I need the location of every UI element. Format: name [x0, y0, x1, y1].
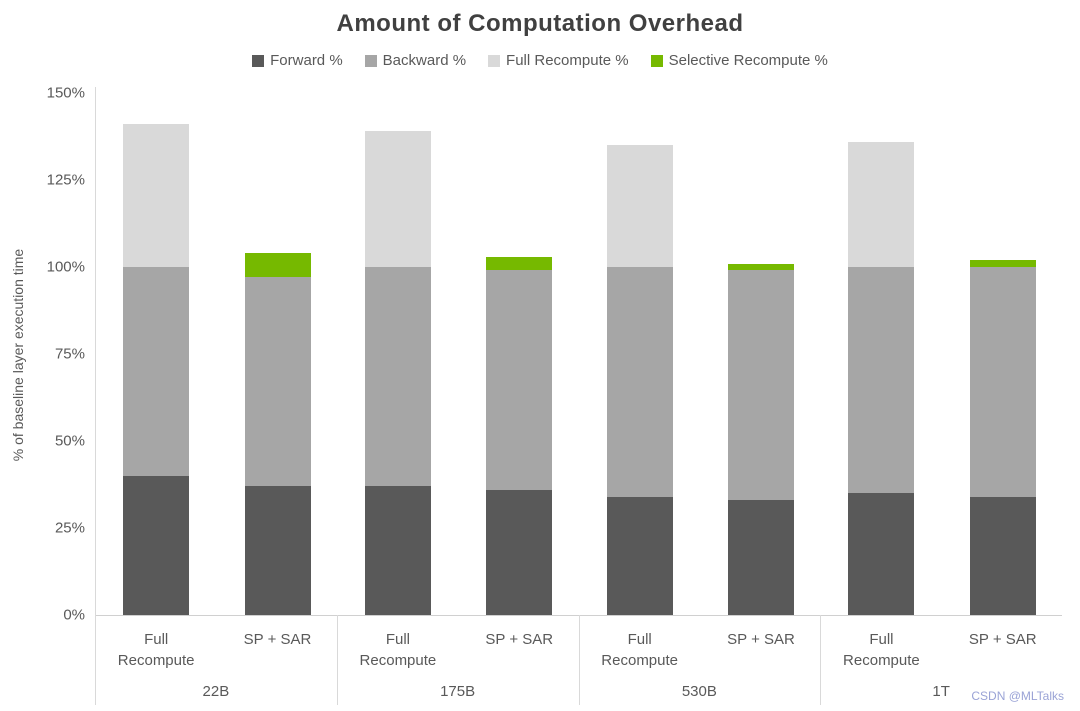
- x-axis-bar-label: SP + SAR: [485, 631, 554, 648]
- bar-175b-sp-sar: [486, 256, 553, 615]
- legend-swatch-selective_recompute: [650, 54, 663, 67]
- y-tick-label: 0%: [63, 606, 85, 624]
- segment-backward: [969, 267, 1036, 497]
- x-axis-bar-label: SP + SAR: [243, 631, 312, 648]
- y-tick-label: 50%: [54, 432, 85, 450]
- bar-1t-full-recompute: [848, 141, 915, 615]
- bar-22b-full-recompute: [123, 124, 190, 615]
- segment-full_recompute: [606, 145, 673, 267]
- segment-backward: [848, 267, 915, 494]
- y-axis-title: % of baseline layer execution time: [10, 248, 26, 462]
- y-axis-line: [95, 87, 96, 705]
- x-axis-group-label: 175B: [440, 683, 476, 700]
- bar-22b-sp-sar: [244, 253, 311, 615]
- group-separator: [820, 615, 822, 705]
- segment-backward: [486, 270, 553, 490]
- x-axis-bar-label: SP + SAR: [968, 631, 1037, 648]
- segment-backward: [606, 267, 673, 497]
- segment-selective_recompute: [244, 253, 311, 278]
- y-tick-label: 25%: [54, 519, 85, 537]
- bar-1t-sp-sar: [969, 260, 1036, 615]
- segment-selective_recompute: [969, 260, 1036, 267]
- x-axis-bar-label: Full Recompute: [359, 631, 437, 669]
- bar-530b-full-recompute: [606, 145, 673, 615]
- legend-swatch-backward: [364, 54, 377, 67]
- legend-item-full_recompute: Full Recompute %: [488, 52, 629, 69]
- segment-full_recompute: [123, 124, 190, 267]
- segment-forward: [364, 486, 431, 615]
- x-axis-bar-label: SP + SAR: [727, 631, 795, 648]
- x-axis-bar-label: Full Recompute: [843, 631, 920, 669]
- segment-forward: [123, 475, 190, 615]
- x-axis-bar-label: Full Recompute: [117, 631, 195, 669]
- y-tick-label: 75%: [54, 345, 85, 363]
- legend-item-backward: Backward %: [364, 52, 467, 69]
- legend-label-full_recompute: Full Recompute %: [506, 52, 629, 69]
- legend-label-selective_recompute: Selective Recompute %: [668, 52, 828, 69]
- segment-full_recompute: [364, 131, 431, 267]
- segment-forward: [728, 500, 795, 615]
- bar-175b-full-recompute: [364, 131, 431, 615]
- segment-selective_recompute: [728, 263, 795, 271]
- x-axis-group-label: 22B: [202, 683, 230, 700]
- legend-item-selective_recompute: Selective Recompute %: [650, 52, 828, 69]
- segment-backward: [123, 267, 190, 476]
- legend: Forward % Backward % Full Recompute % Selec…: [0, 52, 1080, 69]
- x-axis-group-label: 1T: [932, 683, 950, 700]
- segment-forward: [848, 493, 915, 615]
- segment-selective_recompute: [486, 256, 553, 271]
- segment-forward: [244, 486, 311, 615]
- legend-label-backward: Backward %: [382, 52, 467, 69]
- chart-title: Amount of Computation Overhead: [336, 10, 744, 37]
- segment-forward: [486, 489, 553, 615]
- segment-backward: [728, 270, 795, 501]
- segment-full_recompute: [848, 141, 915, 267]
- segment-forward: [606, 496, 673, 615]
- bar-530b-sp-sar: [728, 263, 795, 615]
- x-axis-group-label: 530B: [681, 683, 717, 700]
- x-axis-bar-label: Full Recompute: [601, 631, 679, 669]
- legend-label-forward: Forward %: [270, 52, 343, 69]
- legend-swatch-full_recompute: [488, 54, 501, 67]
- y-tick-label: 100%: [46, 258, 85, 276]
- group-separator: [336, 615, 338, 705]
- y-tick-label: 125%: [46, 171, 85, 189]
- group-separator: [578, 615, 580, 705]
- legend-swatch-forward: [252, 54, 265, 67]
- watermark: CSDN @MLTalks: [971, 689, 1064, 703]
- legend-item-forward: Forward %: [252, 52, 343, 69]
- y-tick-label: 150%: [46, 84, 85, 102]
- segment-forward: [969, 496, 1036, 615]
- segment-backward: [364, 267, 431, 487]
- segment-backward: [244, 277, 311, 487]
